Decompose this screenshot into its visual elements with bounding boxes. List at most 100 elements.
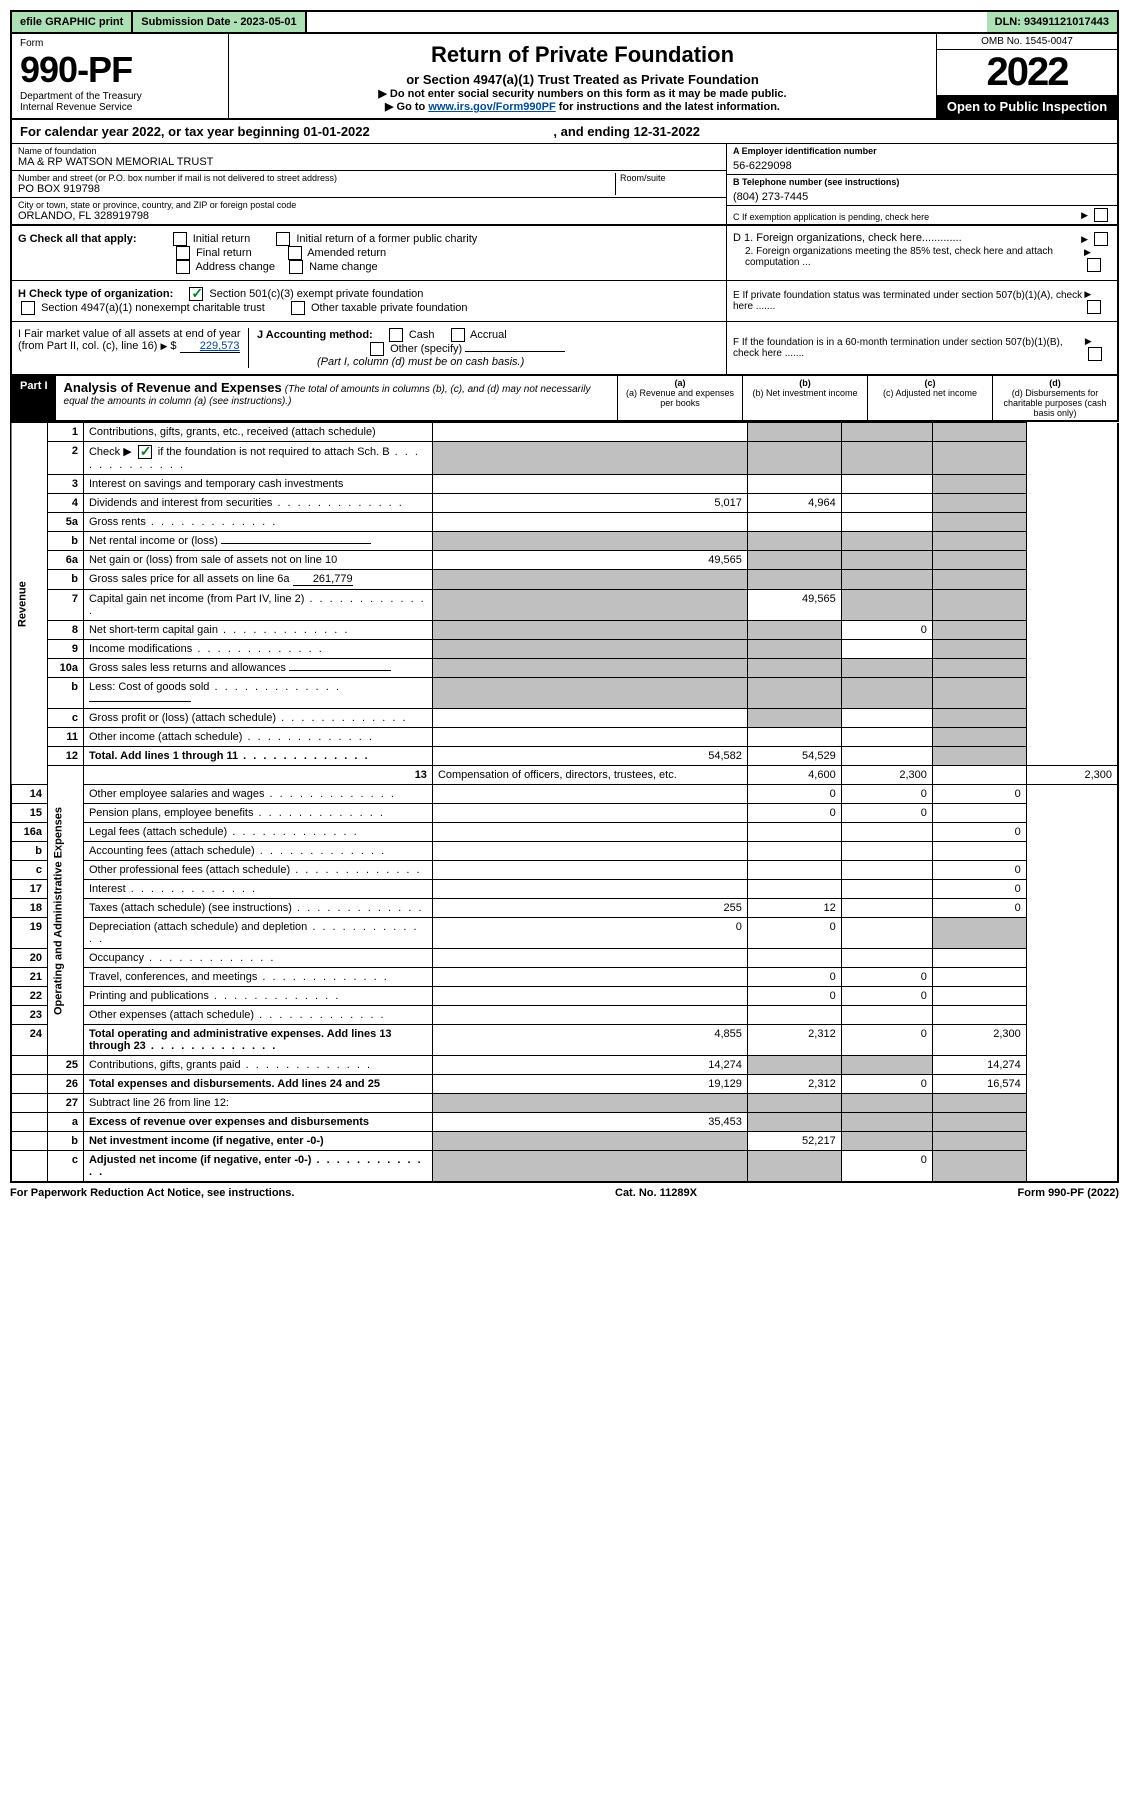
cb-other-tax[interactable] xyxy=(291,301,305,315)
j-label: J Accounting method: xyxy=(257,329,373,341)
cb-name[interactable] xyxy=(289,260,303,274)
r20-desc: Occupancy xyxy=(89,952,144,964)
r16a-desc: Legal fees (attach schedule) xyxy=(89,826,227,838)
expenses-side: Operating and Administrative Expenses xyxy=(47,766,83,1056)
part1-title: Analysis of Revenue and Expenses xyxy=(64,380,282,395)
table-row: 7Capital gain net income (from Part IV, … xyxy=(11,590,1118,621)
r3-desc: Interest on savings and temporary cash i… xyxy=(83,475,432,494)
r13-a: 4,600 xyxy=(747,766,841,785)
cb-schb[interactable] xyxy=(138,445,152,459)
r5b-desc: Net rental income or (loss) xyxy=(89,535,218,547)
irs-link[interactable]: www.irs.gov/Form990PF xyxy=(428,101,555,113)
r24-c: 0 xyxy=(841,1025,932,1056)
r9-desc: Income modifications xyxy=(89,643,192,655)
cb-cash[interactable] xyxy=(389,328,403,342)
omb-number: OMB No. 1545-0047 xyxy=(937,34,1117,50)
g-name: Name change xyxy=(309,261,378,273)
cb-d1[interactable] xyxy=(1094,232,1108,246)
cb-address[interactable] xyxy=(176,260,190,274)
table-row: 8Net short-term capital gain0 xyxy=(11,621,1118,640)
r15-desc: Pension plans, employee benefits xyxy=(89,807,254,819)
r26-desc: Total expenses and disbursements. Add li… xyxy=(83,1075,432,1094)
dept: Department of the Treasury xyxy=(20,91,220,102)
r25-d: 14,274 xyxy=(932,1056,1026,1075)
table-row: 11Other income (attach schedule) xyxy=(11,728,1118,747)
table-row: 6aNet gain or (loss) from sale of assets… xyxy=(11,551,1118,570)
fmv-value[interactable]: 229,573 xyxy=(180,340,240,353)
cb-final[interactable] xyxy=(176,246,190,260)
r19-desc: Depreciation (attach schedule) and deple… xyxy=(89,921,307,933)
table-row: 4Dividends and interest from securities5… xyxy=(11,494,1118,513)
part1-header: Part I Analysis of Revenue and Expenses … xyxy=(10,376,1119,422)
col-a-header: (a) Revenue and expenses per books xyxy=(620,388,740,408)
cb-initial-former[interactable] xyxy=(276,232,290,246)
table-row: 25Contributions, gifts, grants paid14,27… xyxy=(11,1056,1118,1075)
r24-a: 4,855 xyxy=(432,1025,747,1056)
r13-desc: Compensation of officers, directors, tru… xyxy=(432,766,747,785)
table-row: 16aLegal fees (attach schedule)0 xyxy=(11,823,1118,842)
revenue-side: Revenue xyxy=(11,423,47,785)
cb-f[interactable] xyxy=(1088,347,1102,361)
r21-desc: Travel, conferences, and meetings xyxy=(89,971,257,983)
table-row: 24Total operating and administrative exp… xyxy=(11,1025,1118,1056)
name-label: Name of foundation xyxy=(18,146,720,156)
r24-d: 2,300 xyxy=(932,1025,1026,1056)
cb-4947[interactable] xyxy=(21,301,35,315)
tax-year: 2022 xyxy=(937,50,1117,95)
r22-desc: Printing and publications xyxy=(89,990,209,1002)
r21-c: 0 xyxy=(841,968,932,987)
r18-b: 12 xyxy=(747,899,841,918)
table-row: cAdjusted net income (if negative, enter… xyxy=(11,1151,1118,1183)
r14-b: 0 xyxy=(747,785,841,804)
cb-501c3[interactable] xyxy=(189,287,203,301)
r27b-desc: Net investment income (if negative, ente… xyxy=(83,1132,432,1151)
r7-desc: Capital gain net income (from Part IV, l… xyxy=(89,593,304,605)
r19-a: 0 xyxy=(432,918,747,949)
r13-d: 2,300 xyxy=(1026,766,1118,785)
j-accrual: Accrual xyxy=(470,329,507,341)
table-row: Revenue 1Contributions, gifts, grants, e… xyxy=(11,423,1118,442)
cb-other-acct[interactable] xyxy=(370,342,384,356)
cb-amended[interactable] xyxy=(288,246,302,260)
col-c-header: (c) Adjusted net income xyxy=(870,388,990,398)
calendar-year-row: For calendar year 2022, or tax year begi… xyxy=(10,120,1119,144)
r6a-desc: Net gain or (loss) from sale of assets n… xyxy=(83,551,432,570)
r27b-b: 52,217 xyxy=(747,1132,841,1151)
top-bar: efile GRAPHIC print Submission Date - 20… xyxy=(10,10,1119,34)
addr-label: Number and street (or P.O. box number if… xyxy=(18,173,615,183)
r12-a: 54,582 xyxy=(432,747,747,766)
c-checkbox[interactable] xyxy=(1094,208,1108,222)
d1-label: D 1. Foreign organizations, check here..… xyxy=(733,232,962,246)
table-row: bNet investment income (if negative, ent… xyxy=(11,1132,1118,1151)
phone-value: (804) 273-7445 xyxy=(733,187,1111,203)
r13-b: 2,300 xyxy=(841,766,932,785)
ein-value: 56-6229098 xyxy=(733,156,1111,172)
table-row: 14Other employee salaries and wages000 xyxy=(11,785,1118,804)
form-number: 990-PF xyxy=(20,49,220,91)
entity-info: Name of foundation MA & RP WATSON MEMORI… xyxy=(10,144,1119,226)
cy-pre: For calendar year 2022, or tax year begi… xyxy=(20,124,303,139)
table-row: 15Pension plans, employee benefits00 xyxy=(11,804,1118,823)
r7-b: 49,565 xyxy=(747,590,841,621)
table-row: 10aGross sales less returns and allowanc… xyxy=(11,659,1118,678)
table-row: aExcess of revenue over expenses and dis… xyxy=(11,1113,1118,1132)
form-header: Form 990-PF Department of the Treasury I… xyxy=(10,34,1119,120)
cb-initial[interactable] xyxy=(173,232,187,246)
r4-a: 5,017 xyxy=(432,494,747,513)
table-row: 18Taxes (attach schedule) (see instructi… xyxy=(11,899,1118,918)
part1-label: Part I xyxy=(12,376,56,420)
r14-d: 0 xyxy=(932,785,1026,804)
cb-e[interactable] xyxy=(1087,300,1101,314)
footer-right: Form 990-PF (2022) xyxy=(1018,1187,1120,1199)
cb-accrual[interactable] xyxy=(451,328,465,342)
r25-desc: Contributions, gifts, grants paid xyxy=(89,1059,241,1071)
d-row: D 1. Foreign organizations, check here..… xyxy=(727,226,1117,281)
cb-d2[interactable] xyxy=(1087,258,1101,272)
table-row: 27Subtract line 26 from line 12: xyxy=(11,1094,1118,1113)
r17-d: 0 xyxy=(932,880,1026,899)
r23-desc: Other expenses (attach schedule) xyxy=(89,1009,254,1021)
g-initial-former: Initial return of a former public charit… xyxy=(296,233,477,245)
street-address: PO BOX 919798 xyxy=(18,183,615,195)
r19-b: 0 xyxy=(747,918,841,949)
irs: Internal Revenue Service xyxy=(20,102,220,113)
